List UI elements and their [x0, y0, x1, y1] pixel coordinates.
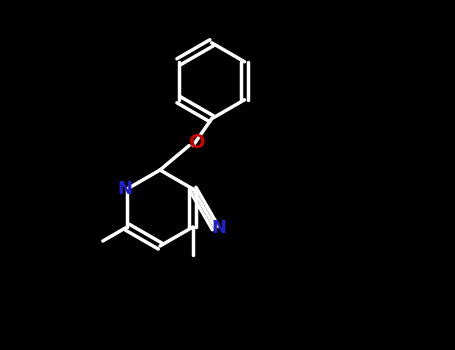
Text: N: N — [211, 219, 226, 237]
Text: N: N — [117, 180, 132, 198]
Text: O: O — [189, 133, 205, 152]
